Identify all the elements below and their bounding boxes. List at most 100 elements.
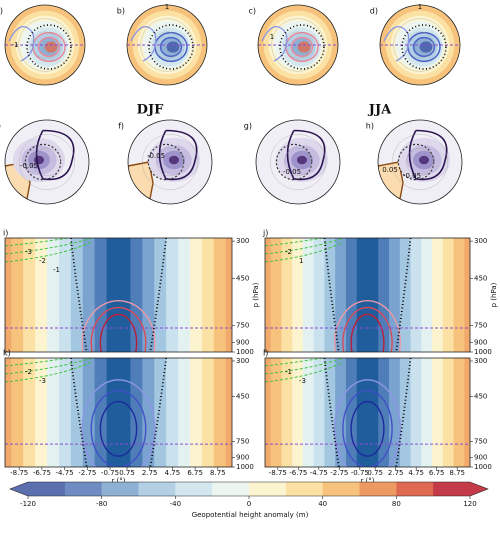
cross-field bbox=[5, 358, 232, 467]
y-axis-label: p (hPa) bbox=[490, 282, 498, 307]
dotted-circle bbox=[275, 143, 313, 181]
polar-panel: b) 1 bbox=[117, 3, 208, 86]
contour-label: 1 bbox=[165, 3, 169, 11]
colorbar-block bbox=[322, 482, 360, 496]
contour bbox=[290, 36, 314, 58]
cross-panel: j) -2 1 300 450 750 900 1000 p (hPa) bbox=[262, 229, 498, 357]
panel-border bbox=[4, 357, 233, 468]
contour bbox=[412, 36, 436, 58]
contour bbox=[350, 313, 385, 352]
polar-panel: g) -0.05 bbox=[244, 119, 341, 205]
polar-panel: h) 0.05 -0.05 bbox=[366, 119, 463, 205]
dotted-circle bbox=[401, 24, 447, 70]
panel-label: f) bbox=[118, 122, 124, 131]
polar-panel: a) -1 bbox=[0, 4, 86, 86]
field-band bbox=[106, 238, 131, 352]
colorbar-tick-label: 40 bbox=[318, 500, 327, 508]
y-tick-label: 450 bbox=[236, 393, 249, 401]
contour bbox=[90, 306, 147, 352]
y-tick-label: 1000 bbox=[236, 463, 254, 471]
contour bbox=[35, 129, 75, 181]
y-tick-label: 450 bbox=[474, 393, 487, 401]
cross-field bbox=[5, 238, 232, 352]
polar-field bbox=[5, 5, 85, 85]
colorbar: -120 -80 -40 0 40 80 120 Geopotential height an… bbox=[9, 481, 489, 519]
x-tick-label: 6.75 bbox=[187, 469, 203, 477]
y-axis-label: p (hPa) bbox=[252, 282, 260, 307]
contour bbox=[297, 41, 311, 53]
y-tick-label: 450 bbox=[474, 274, 487, 282]
contour-label: -3 bbox=[25, 248, 32, 256]
colorbar-block bbox=[64, 482, 102, 496]
polar-border bbox=[127, 119, 213, 205]
x-tick-label: -4.75 bbox=[56, 469, 74, 477]
contour bbox=[99, 400, 138, 457]
colorbar-block bbox=[28, 482, 66, 496]
polar-border bbox=[377, 119, 463, 205]
contour bbox=[81, 300, 156, 352]
contour-label: 0.05 bbox=[382, 166, 398, 174]
panel-label: j) bbox=[262, 229, 268, 238]
dotted-curve bbox=[395, 358, 412, 467]
y-tick-label: 1000 bbox=[236, 348, 254, 356]
dotted-circle bbox=[26, 24, 72, 70]
y-tick-label: 300 bbox=[474, 237, 487, 245]
contour-label: -0.05 bbox=[20, 162, 38, 170]
panel-border bbox=[264, 237, 471, 353]
contour-label: -2 bbox=[25, 368, 32, 376]
x-tick-label: -8.75 bbox=[10, 469, 28, 477]
polar-panel: c) 1 bbox=[248, 4, 339, 86]
colorbar-label: Geopotential height anomaly (m) bbox=[192, 511, 309, 519]
polar-border bbox=[4, 4, 86, 86]
polar-grid bbox=[270, 134, 326, 190]
panel-label: k) bbox=[3, 349, 11, 358]
contour-label: -0.05 bbox=[403, 172, 421, 180]
colorbar-extend bbox=[470, 482, 488, 496]
contour bbox=[265, 358, 344, 375]
polar-field bbox=[127, 5, 207, 85]
x-tick-label: -2.75 bbox=[330, 469, 348, 477]
colorbar-block bbox=[396, 482, 434, 496]
x-tick-label: 8.75 bbox=[449, 469, 465, 477]
contour bbox=[90, 390, 147, 467]
x-tick-label: 4.75 bbox=[408, 469, 424, 477]
cross-field bbox=[265, 238, 470, 352]
x-tick-label: 2.75 bbox=[388, 469, 404, 477]
x-tick-label: 6.75 bbox=[429, 469, 445, 477]
contour-label: -0.05 bbox=[283, 168, 301, 176]
polar-grid bbox=[142, 134, 198, 190]
panel-label: e) bbox=[0, 122, 1, 131]
contour-label: -3 bbox=[39, 377, 46, 385]
contour bbox=[5, 238, 92, 255]
x-axis-label: r (°) bbox=[111, 477, 125, 485]
field-band bbox=[106, 358, 131, 467]
polar-grid bbox=[271, 18, 325, 72]
contour bbox=[5, 361, 92, 383]
dotted-curve bbox=[69, 358, 88, 467]
polar-field bbox=[380, 5, 460, 85]
x-tick-label: -8.75 bbox=[269, 469, 287, 477]
contour bbox=[265, 361, 344, 383]
polar-panel: d) 1 bbox=[370, 3, 461, 86]
y-tick-label: 300 bbox=[236, 357, 249, 365]
y-tick-label: 900 bbox=[474, 454, 487, 462]
contour bbox=[342, 306, 393, 352]
dotted-circle bbox=[24, 143, 62, 181]
polar-grid bbox=[284, 31, 312, 59]
cross-panel: i) -3 -2 -1 300 450 750 900 1000 p (hPa) bbox=[3, 229, 260, 357]
field-blob bbox=[418, 155, 430, 165]
contour-label: -2 bbox=[39, 257, 46, 265]
contour-label: 1 bbox=[270, 33, 274, 41]
colorbar-tick-label: -80 bbox=[96, 500, 107, 508]
x-tick-label: -6.75 bbox=[33, 469, 51, 477]
contour bbox=[265, 238, 326, 247]
y-tick-label: 750 bbox=[236, 438, 249, 446]
contour bbox=[166, 41, 180, 53]
contour bbox=[265, 238, 344, 255]
x-tick-label: 0.75 bbox=[119, 469, 135, 477]
contour-label: 1 bbox=[299, 257, 303, 265]
polar-grid bbox=[283, 147, 313, 177]
polar-grid bbox=[140, 18, 194, 72]
